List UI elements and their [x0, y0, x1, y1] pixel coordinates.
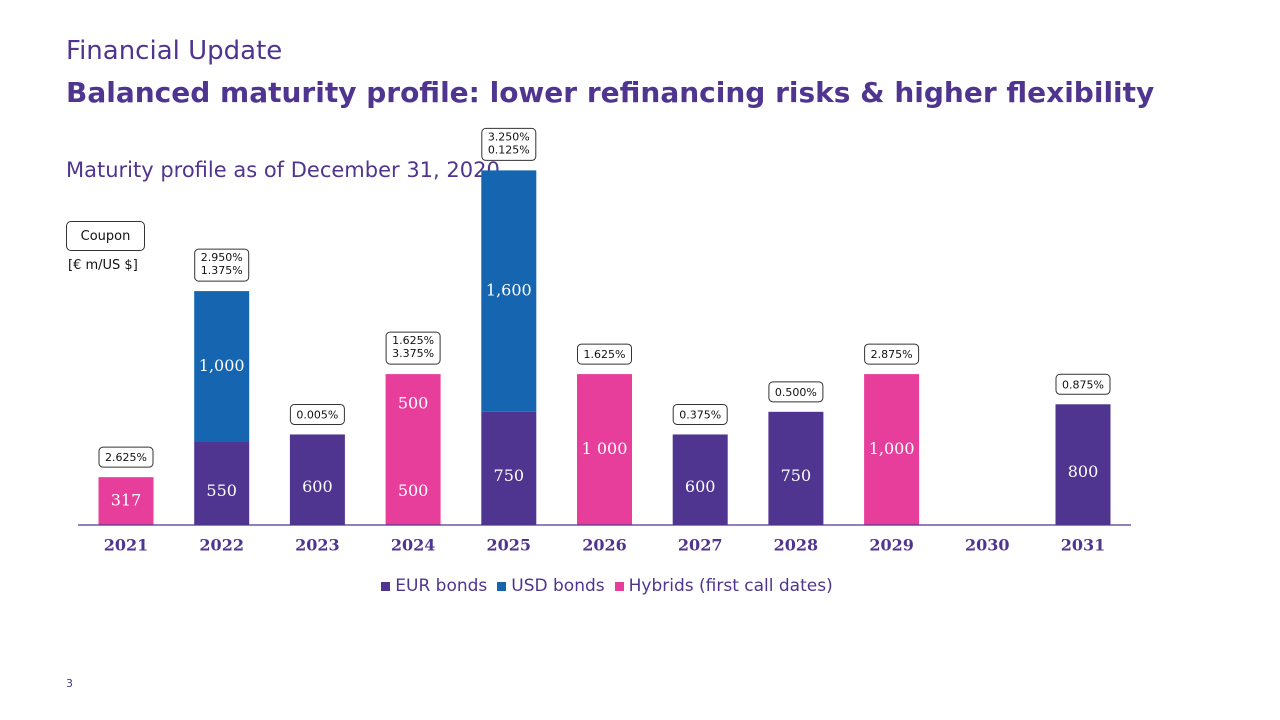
legend-item-hybrid: Hybrids (first call dates): [614, 576, 833, 596]
bar-label-eur-2025: 750: [494, 466, 525, 485]
legend-swatch-eur: [381, 581, 391, 591]
coupon-label-2021: 2.625%: [105, 451, 147, 464]
legend-label-eur: EUR bonds: [395, 576, 488, 596]
x-tick-label-2026: 2026: [582, 536, 627, 555]
coupon-label-2023: 0.005%: [296, 408, 338, 421]
bar-label-hybrid-2021: 317: [111, 491, 142, 510]
x-tick-label-2021: 2021: [104, 536, 149, 555]
bar-usd-2022: [194, 291, 250, 443]
bar-eur-2028: [768, 411, 824, 525]
coupon-box-2025: [481, 127, 537, 161]
coupon-label-2025-2: 0.125%: [488, 143, 530, 156]
coupon-label-2024-2: 3.375%: [392, 347, 434, 360]
legend-swatch-hybrid: [614, 581, 624, 591]
page-number: 3: [66, 677, 73, 690]
coupon-box-2023: [289, 403, 345, 425]
x-tick-label-2030: 2030: [965, 536, 1010, 555]
x-tick-label-2031: 2031: [1061, 536, 1106, 555]
bar-eur-2022: [194, 442, 250, 525]
x-tick-label-2022: 2022: [199, 536, 244, 555]
bar-label-hybrid-2026: 1 000: [582, 439, 628, 458]
bar-eur-2023: [289, 434, 345, 525]
bar-hybrid-2021: [98, 477, 154, 525]
coupon-box-2031: [1055, 373, 1111, 395]
coupon-box-2028: [768, 381, 824, 403]
bar-label-eur-2027: 600: [685, 477, 716, 496]
bar-label-usd-2022: 1,000: [199, 356, 245, 375]
coupon-label-2027: 0.375%: [679, 408, 721, 421]
legend-item-eur: EUR bonds: [381, 576, 487, 596]
coupon-box-2029: [864, 343, 920, 365]
bar-label-eur-2023: 600: [302, 477, 333, 496]
x-tick-label-2029: 2029: [869, 536, 914, 555]
coupon-legend-box: Coupon: [66, 221, 145, 251]
legend-swatch-usd: [497, 581, 507, 591]
bar-eur-2027: [672, 434, 728, 525]
unit-label: [€ m/US $]: [68, 258, 138, 273]
bar-label-hybrid-2024-2: 500: [398, 393, 429, 412]
chart-legend: EUR bonds USD bonds Hybrids (first call …: [0, 576, 1214, 596]
legend-label-hybrid: Hybrids (first call dates): [628, 576, 833, 596]
legend-item-usd: USD bonds: [497, 576, 605, 596]
coupon-box-2022: [194, 248, 250, 282]
page-headline: Balanced maturity profile: lower refinan…: [66, 76, 1155, 109]
bar-label-hybrid-2024-1: 500: [398, 481, 429, 500]
coupon-label-2029: 2.875%: [871, 348, 913, 361]
chart-subtitle: Maturity profile as of December 31, 2020: [66, 158, 500, 182]
x-tick-label-2023: 2023: [295, 536, 340, 555]
bar-label-eur-2022: 550: [206, 481, 237, 500]
coupon-label-2025-1: 3.250%: [488, 130, 530, 143]
coupon-label-2026: 1.625%: [584, 348, 626, 361]
coupon-box-2024: [385, 331, 441, 365]
coupon-label-2024-1: 1.625%: [392, 334, 434, 347]
coupon-label-2028: 0.500%: [775, 386, 817, 399]
coupon-legend-label: Coupon: [80, 228, 131, 244]
x-tick-label-2027: 2027: [678, 536, 723, 555]
legend-label-usd: USD bonds: [511, 576, 605, 596]
bar-label-hybrid-2029: 1,000: [869, 439, 915, 458]
x-tick-label-2028: 2028: [774, 536, 819, 555]
bar-label-eur-2031: 800: [1068, 462, 1099, 481]
coupon-label-2022-2: 1.375%: [201, 264, 243, 277]
bar-hybrid-2026: [577, 374, 632, 525]
coupon-label-2031: 0.875%: [1062, 378, 1104, 391]
x-tick-label-2025: 2025: [487, 536, 532, 555]
bar-eur-2025: [481, 411, 537, 525]
bar-eur-2031: [1055, 404, 1111, 525]
bar-label-eur-2028: 750: [781, 466, 812, 485]
coupon-box-2027: [672, 403, 728, 425]
x-tick-label-2024: 2024: [391, 536, 436, 555]
coupon-label-2022-1: 2.950%: [201, 251, 243, 264]
coupon-box-2021: [98, 446, 154, 468]
bar-usd-2025: [481, 170, 537, 412]
coupon-box-2026: [577, 343, 632, 365]
bar-label-usd-2025: 1,600: [486, 281, 532, 300]
section-title: Financial Update: [66, 36, 283, 66]
bar-hybrid-2024: [385, 374, 441, 525]
bar-hybrid-2029: [864, 374, 920, 525]
